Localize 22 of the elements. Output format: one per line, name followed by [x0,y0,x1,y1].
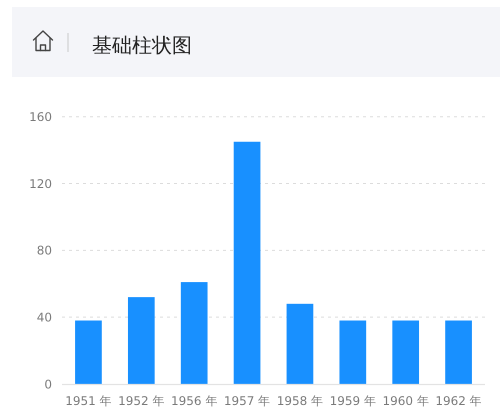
bar [286,304,314,384]
bar [445,320,472,384]
x-tick-label: 1959 年 [330,394,376,408]
x-tick-label: 1957 年 [224,394,270,408]
x-tick-label: 1962 年 [435,394,482,408]
x-tick-label: 1952 年 [118,394,164,408]
x-tick-label: 1960 年 [382,394,429,408]
y-tick-label: 160 [29,110,52,124]
chart-title: 基础柱状图 [92,33,192,57]
y-tick-label: 120 [29,176,52,191]
y-tick-label: 40 [36,310,52,324]
y-tick-label: 80 [36,244,52,258]
bar [234,142,260,384]
bar [180,282,208,384]
x-tick-label: 1951 年 [65,394,112,408]
bar [128,297,155,384]
bar [339,320,366,384]
y-tick-label: 0 [44,377,52,392]
x-tick-label: 1958 年 [276,394,324,408]
bar [75,320,102,384]
bar [392,320,420,384]
x-tick-label: 1956 年 [171,394,218,408]
